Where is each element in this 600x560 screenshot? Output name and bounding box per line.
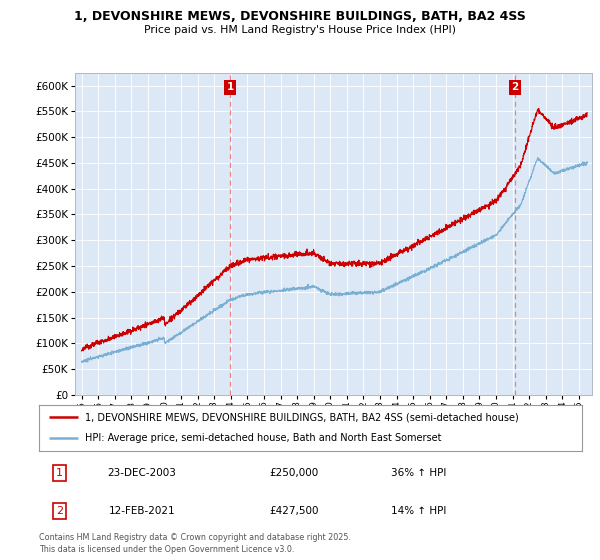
Text: £427,500: £427,500 <box>269 506 319 516</box>
Text: Contains HM Land Registry data © Crown copyright and database right 2025.
This d: Contains HM Land Registry data © Crown c… <box>39 533 351 554</box>
Text: 1, DEVONSHIRE MEWS, DEVONSHIRE BUILDINGS, BATH, BA2 4SS: 1, DEVONSHIRE MEWS, DEVONSHIRE BUILDINGS… <box>74 10 526 23</box>
Text: HPI: Average price, semi-detached house, Bath and North East Somerset: HPI: Average price, semi-detached house,… <box>85 433 442 444</box>
Text: 2: 2 <box>56 506 63 516</box>
Text: £250,000: £250,000 <box>269 468 319 478</box>
Text: 36% ↑ HPI: 36% ↑ HPI <box>391 468 447 478</box>
Text: 14% ↑ HPI: 14% ↑ HPI <box>391 506 447 516</box>
Text: 12-FEB-2021: 12-FEB-2021 <box>109 506 175 516</box>
Text: 1: 1 <box>56 468 63 478</box>
Text: 1, DEVONSHIRE MEWS, DEVONSHIRE BUILDINGS, BATH, BA2 4SS (semi-detached house): 1, DEVONSHIRE MEWS, DEVONSHIRE BUILDINGS… <box>85 412 519 422</box>
Text: 2: 2 <box>511 82 518 92</box>
Text: 1: 1 <box>227 82 234 92</box>
Text: 23-DEC-2003: 23-DEC-2003 <box>108 468 176 478</box>
Text: Price paid vs. HM Land Registry's House Price Index (HPI): Price paid vs. HM Land Registry's House … <box>144 25 456 35</box>
